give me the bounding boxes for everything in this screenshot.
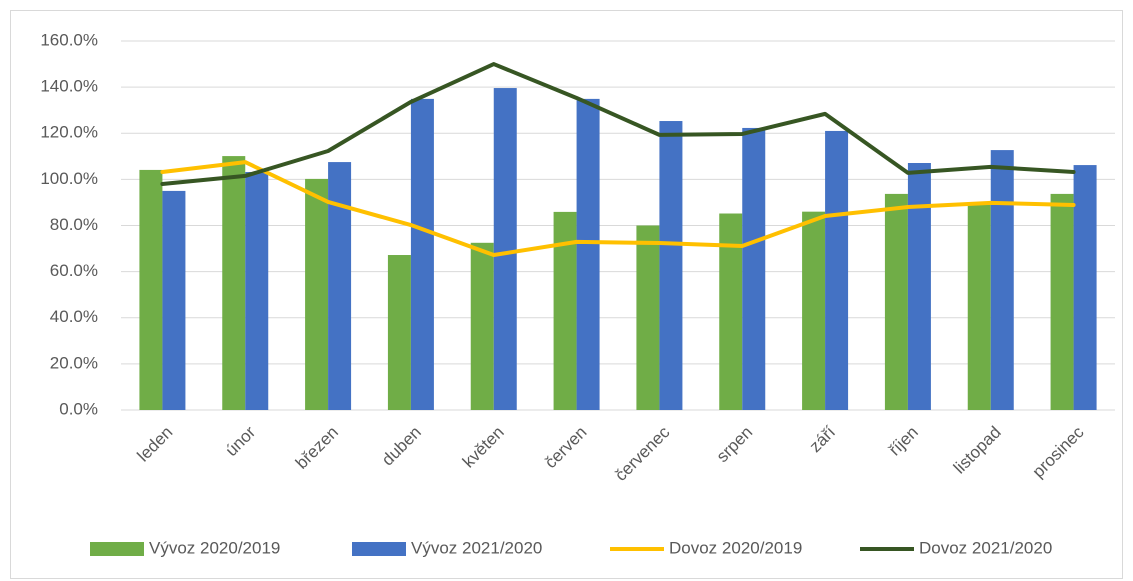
line xyxy=(160,62,1076,186)
legend-swatch xyxy=(90,542,144,556)
bar xyxy=(884,193,908,410)
bar xyxy=(1073,165,1097,410)
y-tick-label: 140.0% xyxy=(40,77,98,96)
bar xyxy=(410,98,434,410)
bar xyxy=(576,98,600,410)
y-tick-label: 160.0% xyxy=(40,30,98,49)
legend-label: Dovoz 2021/2020 xyxy=(919,538,1052,557)
bar xyxy=(990,150,1014,410)
legend-label: Dovoz 2020/2019 xyxy=(669,538,802,557)
y-tick-label: 80.0% xyxy=(50,215,98,234)
legend-label: Vývoz 2021/2020 xyxy=(411,538,542,557)
bar xyxy=(802,211,826,410)
bar xyxy=(1050,193,1074,410)
y-tick-label: 120.0% xyxy=(40,123,98,142)
bar xyxy=(328,162,352,410)
bar xyxy=(742,127,766,411)
bar xyxy=(659,121,683,410)
bar xyxy=(825,130,849,410)
bar xyxy=(553,211,577,410)
legend-swatch xyxy=(352,542,406,556)
bar xyxy=(387,255,411,410)
bar xyxy=(222,156,246,410)
bar xyxy=(139,169,163,410)
y-tick-label: 40.0% xyxy=(50,307,98,326)
y-tick-label: 0.0% xyxy=(59,399,98,418)
y-tick-label: 100.0% xyxy=(40,169,98,188)
bar xyxy=(305,178,329,410)
bar xyxy=(245,171,269,410)
bar xyxy=(470,242,494,410)
bar xyxy=(493,88,517,411)
bar xyxy=(162,190,186,410)
y-tick-label: 60.0% xyxy=(50,261,98,280)
bar xyxy=(967,202,991,410)
y-tick-label: 20.0% xyxy=(50,353,98,372)
bar xyxy=(636,225,660,410)
line xyxy=(160,160,1076,258)
bar xyxy=(719,213,743,410)
legend-label: Vývoz 2020/2019 xyxy=(149,538,280,557)
bar xyxy=(907,163,931,410)
